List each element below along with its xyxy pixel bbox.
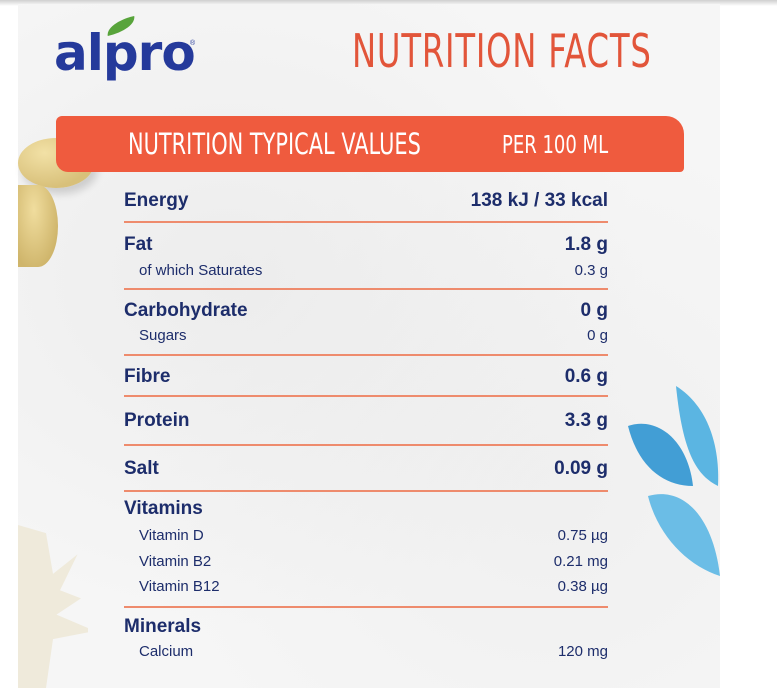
nutrient-value: 0.38 µg bbox=[557, 578, 608, 595]
nutrient-value: 3.3 g bbox=[564, 410, 608, 431]
nutrient-label: Vitamin B12 bbox=[139, 578, 220, 595]
section-label: Minerals bbox=[124, 616, 202, 637]
nutrient-label: Energy bbox=[124, 190, 189, 211]
table-header-unit: PER 100 ML bbox=[502, 130, 609, 159]
nutrient-label: Sugars bbox=[139, 327, 187, 344]
top-shadow bbox=[0, 0, 777, 6]
nutrient-label: Calcium bbox=[139, 643, 194, 660]
page-title: NUTRITION FACTS bbox=[352, 24, 652, 78]
nutrient-value: 0.3 g bbox=[574, 262, 608, 279]
nutrient-value: 1.8 g bbox=[564, 234, 608, 255]
section-label: Vitamins bbox=[124, 498, 203, 519]
row-divider bbox=[124, 395, 608, 397]
nutrient-label: Salt bbox=[124, 458, 159, 479]
nutrient-label: of which Saturates bbox=[139, 262, 263, 279]
brand-logo: alpro bbox=[54, 24, 196, 82]
nutrient-value: 0.6 g bbox=[564, 366, 608, 387]
row-divider bbox=[124, 288, 608, 290]
nutrient-value: 0 g bbox=[580, 300, 608, 321]
nutrient-label: Vitamin B2 bbox=[139, 553, 212, 570]
nutrient-value: 0.75 µg bbox=[557, 527, 608, 544]
nutrient-label: Carbohydrate bbox=[124, 300, 248, 321]
nutrient-value: 0 g bbox=[587, 327, 608, 344]
leaf-decoration-icon bbox=[628, 386, 720, 576]
nutrient-label: Protein bbox=[124, 410, 190, 431]
nutrient-label: Fat bbox=[124, 234, 153, 255]
row-divider bbox=[124, 221, 608, 223]
row-divider bbox=[124, 354, 608, 356]
nutrient-value: 120 mg bbox=[557, 643, 608, 660]
row-divider bbox=[124, 490, 608, 492]
nutrient-label: Fibre bbox=[124, 366, 171, 387]
nutrient-label: Vitamin D bbox=[139, 527, 204, 544]
nutrient-value: 138 kJ / 33 kcal bbox=[470, 190, 608, 211]
row-divider bbox=[124, 606, 608, 608]
row-divider bbox=[124, 444, 608, 446]
registered-mark: ® bbox=[190, 40, 196, 47]
nutrient-value: 0.09 g bbox=[554, 458, 608, 479]
nutrition-image-panel bbox=[18, 4, 720, 688]
nutrient-value: 0.21 mg bbox=[553, 553, 608, 570]
table-header-banner bbox=[56, 116, 684, 172]
table-header-label: NUTRITION TYPICAL VALUES bbox=[128, 127, 421, 161]
soybean-image bbox=[18, 185, 58, 267]
